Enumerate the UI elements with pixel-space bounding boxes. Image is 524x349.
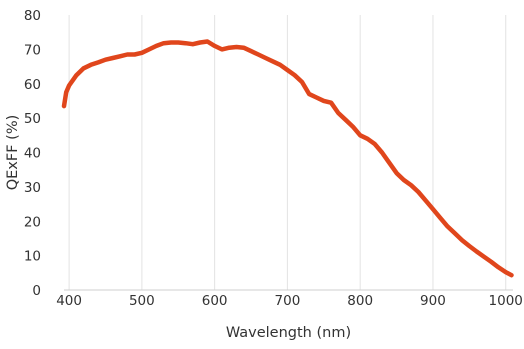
data-point: [62, 104, 66, 108]
data-point: [64, 90, 68, 94]
data-point: [220, 47, 224, 51]
data-point: [409, 183, 413, 187]
x-axis-title: Wavelength (nm): [226, 325, 351, 341]
data-point: [67, 84, 71, 88]
data-point: [446, 224, 450, 228]
data-point: [285, 68, 289, 72]
data-point: [278, 63, 282, 67]
data-point: [358, 133, 362, 137]
y-tick-label: 40: [24, 146, 41, 162]
data-point: [373, 142, 377, 146]
data-point: [460, 238, 464, 242]
x-tick-label: 400: [56, 293, 82, 309]
y-tick-label: 60: [24, 77, 41, 93]
data-point: [213, 44, 217, 48]
data-point: [191, 42, 195, 46]
data-point: [395, 171, 399, 175]
data-point: [89, 63, 93, 67]
data-point: [198, 41, 202, 45]
data-point: [140, 51, 144, 55]
y-tick-label: 50: [24, 111, 41, 127]
data-point: [162, 41, 166, 45]
data-point: [438, 216, 442, 220]
data-point: [336, 111, 340, 115]
x-tick-label: 700: [275, 293, 301, 309]
data-point: [242, 46, 246, 50]
x-tick-label: 1000: [489, 293, 523, 309]
y-tick-label: 30: [24, 180, 41, 196]
data-point: [104, 58, 108, 62]
y-tick-label: 80: [24, 8, 41, 24]
data-point: [256, 53, 260, 57]
y-tick-label: 70: [24, 42, 41, 58]
data-point: [96, 60, 100, 64]
x-tick-label: 500: [129, 293, 155, 309]
data-point: [271, 59, 275, 63]
data-point: [510, 273, 514, 277]
vertical-gridlines: [68, 15, 507, 290]
data-point: [111, 56, 115, 60]
x-tick-label: 900: [420, 293, 446, 309]
data-point: [125, 53, 129, 57]
data-point: [184, 41, 188, 45]
data-point: [351, 125, 355, 129]
data-point: [169, 41, 173, 45]
x-tick-label: 600: [202, 293, 228, 309]
data-point: [307, 92, 311, 96]
x-tick-label: 800: [347, 293, 373, 309]
data-point: [475, 250, 479, 254]
x-tick-labels: 400 500 600 700 800 900 1000: [56, 293, 523, 309]
data-point: [176, 41, 180, 45]
data-point: [489, 260, 493, 264]
data-point: [133, 53, 137, 57]
y-tick-labels: 0 10 20 30 40 50 60 70 80: [24, 8, 41, 299]
data-point: [416, 190, 420, 194]
y-tick-label: 0: [32, 283, 41, 299]
data-point: [387, 161, 391, 165]
y-tick-label: 20: [24, 214, 41, 230]
data-point: [74, 73, 78, 77]
data-point: [315, 96, 319, 100]
data-point: [82, 66, 86, 70]
data-point: [380, 151, 384, 155]
data-point: [227, 46, 231, 50]
data-point: [366, 137, 370, 141]
data-point: [482, 255, 486, 259]
data-point: [322, 99, 326, 103]
data-point: [293, 73, 297, 77]
data-point: [329, 101, 333, 105]
data-point: [154, 44, 158, 48]
data-point: [504, 270, 508, 274]
qe-series-line: [61, 39, 514, 278]
data-point: [235, 45, 239, 49]
data-point: [300, 80, 304, 84]
data-point: [424, 199, 428, 203]
data-point: [147, 47, 151, 51]
data-point: [264, 56, 268, 60]
data-point: [431, 207, 435, 211]
data-point: [118, 54, 122, 58]
data-point: [402, 178, 406, 182]
data-point: [453, 231, 457, 235]
data-point: [205, 40, 209, 44]
data-point: [467, 244, 471, 248]
data-point: [344, 118, 348, 122]
data-point: [496, 265, 500, 269]
data-point: [249, 49, 253, 53]
y-tick-label: 10: [24, 249, 41, 265]
y-axis-title: QExFF (%): [5, 115, 21, 191]
